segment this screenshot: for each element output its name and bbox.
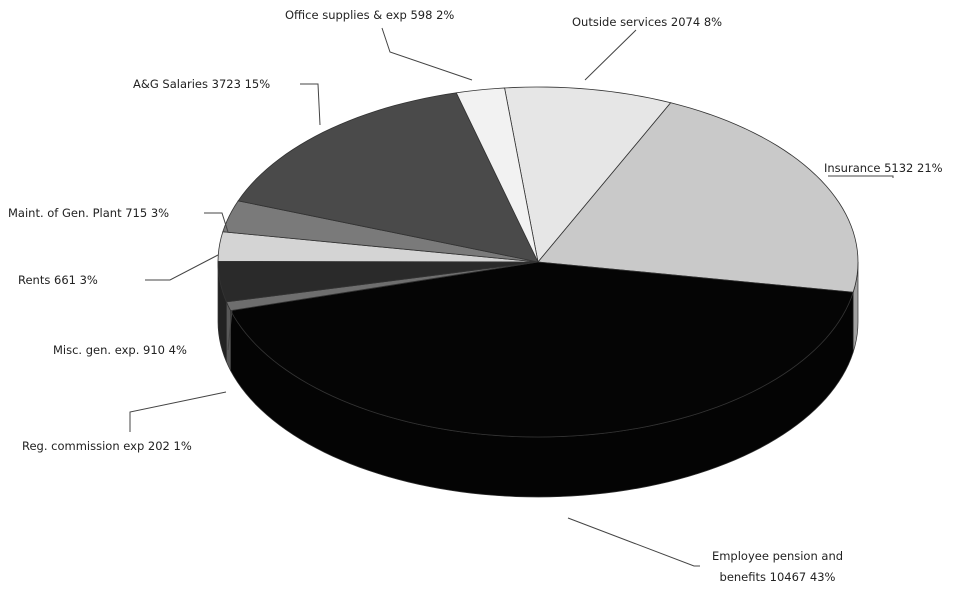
data-label: Insurance 5132 21% (824, 161, 943, 175)
leader-line (828, 175, 894, 178)
data-label: Maint. of Gen. Plant 715 3% (8, 206, 170, 220)
slice (237, 92, 539, 263)
data-label: A&G Salaries 3723 15% (133, 77, 271, 91)
leader-lines (129, 27, 894, 567)
data-label: Misc. gen. exp. 910 4% (53, 343, 187, 357)
leader-line (145, 254, 219, 281)
data-label: Office supplies & exp 598 2% (285, 8, 455, 22)
slice (222, 200, 539, 263)
slice (217, 260, 539, 303)
leader-line (227, 309, 233, 351)
leader-line (567, 517, 700, 567)
data-label: Employee pension and benefits 10467 43% (711, 549, 844, 584)
slice-side (226, 301, 231, 371)
leader-line (204, 212, 229, 233)
slice (229, 261, 854, 438)
leader-line (584, 29, 637, 81)
data-label: Outside services 2074 8% (572, 15, 723, 29)
slice (455, 87, 539, 263)
leader-line (300, 83, 321, 126)
data-label: Rents 661 3% (18, 273, 98, 287)
leader-line (129, 391, 227, 432)
slice (537, 102, 859, 293)
leader-line (381, 27, 473, 81)
slice (504, 86, 672, 263)
data-label: Reg. commission exp 202 1% (22, 439, 192, 453)
